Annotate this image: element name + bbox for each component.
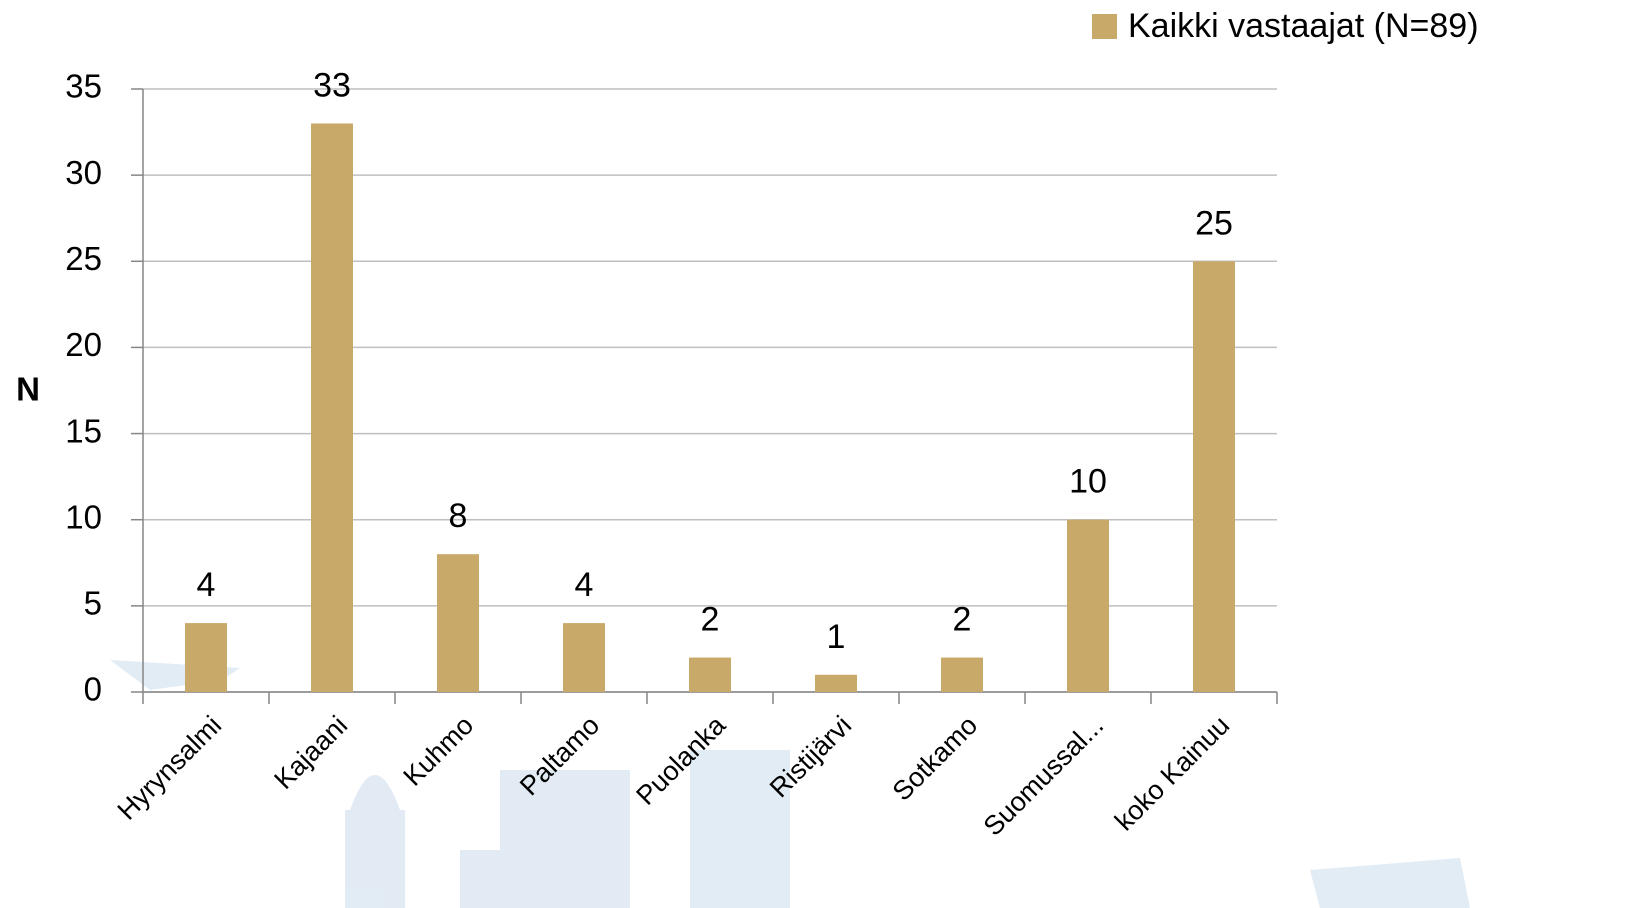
watermark-shape [1310,858,1470,908]
data-label: 2 [953,601,972,639]
watermark [110,660,1470,908]
data-label: 2 [701,601,720,639]
watermark-tower [345,810,405,908]
bar [815,674,857,692]
data-label: 4 [575,566,594,604]
bar [563,623,605,692]
data-label: 4 [197,566,216,604]
y-tick-label: 15 [65,412,102,449]
x-tick-label: Kuhmo [398,710,480,792]
bar [185,623,227,692]
bar [437,554,479,692]
bar [1067,519,1109,692]
y-tick-label: 0 [84,671,102,708]
y-tick-label: 5 [84,585,102,622]
bar [689,657,731,692]
legend-swatch [1092,14,1117,39]
x-tick-label: Suomussal... [978,710,1110,842]
y-tick-label: 20 [65,326,102,363]
data-label: 25 [1195,204,1233,242]
watermark-building [690,750,790,908]
watermark-building [500,770,630,908]
y-tick-label: 30 [65,154,102,191]
x-tick-label: Kajaani [268,710,353,795]
y-axis-label: N [16,371,40,408]
bar [1193,261,1235,692]
x-tick-label: koko Kainuu [1109,710,1235,836]
legend-label: Kaikki vastaajat (N=89) [1128,7,1479,45]
x-tick-label: Sotkamo [887,710,984,807]
bar [311,123,353,692]
watermark-dome [350,775,400,810]
x-tick-label: Hyrynsalmi [112,710,228,826]
y-tick-label: 35 [65,68,102,105]
data-label: 10 [1069,463,1107,501]
bar [941,657,983,692]
data-label: 1 [827,618,846,656]
y-tick-label: 25 [65,240,102,277]
legend: Kaikki vastaajat (N=89) [1092,7,1479,45]
data-label: 8 [449,497,468,535]
y-tick-label: 10 [65,498,102,535]
data-label: 33 [313,66,351,104]
